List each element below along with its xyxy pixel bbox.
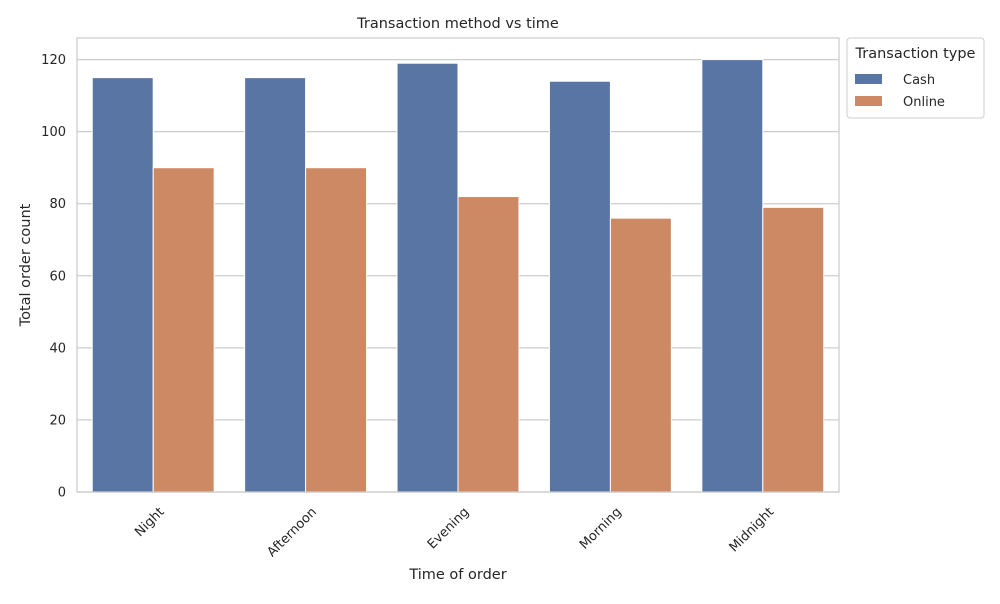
plot-frame	[76, 37, 840, 493]
legend-label-online: Online	[903, 95, 945, 110]
legend: Transaction type Cash Online	[846, 37, 985, 119]
bar-online-morning	[609, 217, 672, 493]
x-tick-label: Afternoon	[265, 505, 320, 560]
bar-online-night	[152, 167, 215, 493]
legend-title: Transaction type	[855, 46, 976, 62]
bar-cash-evening	[396, 62, 459, 493]
legend-swatch-online	[855, 96, 882, 106]
y-tick-label: 120	[41, 53, 66, 68]
bar-online-midnight	[762, 206, 825, 493]
bar-online-afternoon	[305, 167, 368, 493]
x-tick-labels: Night Afternoon Evening Morning Midnight	[132, 505, 777, 560]
y-tick-label: 80	[49, 197, 66, 212]
x-axis-label: Time of order	[408, 567, 506, 583]
chart-title: Transaction method vs time	[356, 16, 559, 32]
legend-swatch-cash	[855, 74, 882, 84]
y-tick-label: 40	[49, 341, 66, 356]
x-tick-label: Midnight	[727, 505, 778, 556]
y-axis-label: Total order count	[18, 203, 34, 327]
x-tick-label: Evening	[425, 505, 473, 553]
bar-cash-night	[91, 77, 154, 493]
bar-cash-afternoon	[244, 77, 307, 493]
bar-cash-morning	[548, 80, 611, 493]
y-tick-label: 100	[41, 125, 66, 140]
bars	[91, 59, 825, 493]
bar-online-evening	[457, 196, 520, 493]
y-tick-labels: 0 20 40 60 80 100 120	[41, 53, 66, 500]
x-tick-label: Morning	[577, 505, 625, 553]
y-tick-label: 0	[58, 486, 66, 501]
y-tick-label: 20	[49, 413, 66, 428]
y-tick-label: 60	[49, 269, 66, 284]
bar-cash-midnight	[701, 59, 764, 493]
legend-label-cash: Cash	[903, 73, 935, 88]
x-tick-label: Night	[132, 505, 167, 540]
legend-items: Cash Online	[855, 73, 945, 110]
